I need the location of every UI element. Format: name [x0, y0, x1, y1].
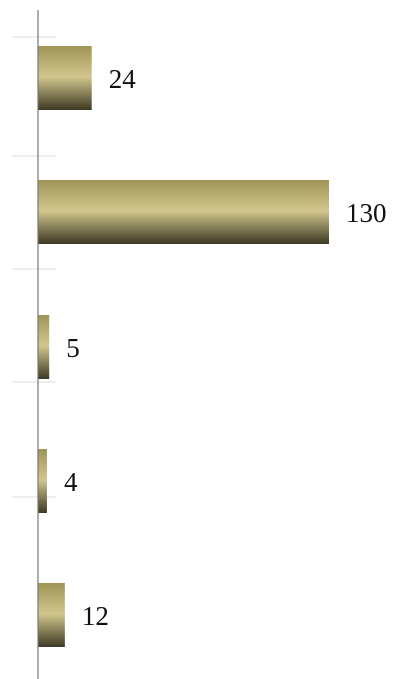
label-layer: 24 130 5 4 12	[64, 64, 387, 631]
tick-layer	[12, 36, 56, 498]
bar-1	[38, 46, 92, 110]
value-label-4: 4	[64, 467, 78, 497]
value-label-1: 24	[109, 64, 137, 94]
bar-layer	[38, 46, 329, 647]
bar-5	[38, 583, 65, 647]
value-label-3: 5	[66, 333, 80, 363]
value-label-5: 12	[82, 601, 109, 631]
bar-4	[38, 449, 47, 513]
value-label-2: 130	[346, 198, 387, 228]
bar-2	[38, 180, 329, 244]
bar-3	[38, 315, 50, 379]
